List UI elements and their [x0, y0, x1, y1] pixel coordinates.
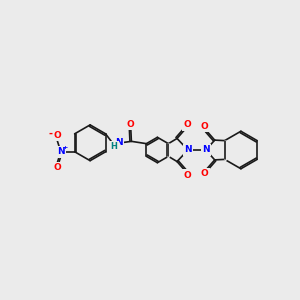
- Text: N: N: [202, 146, 210, 154]
- Text: N: N: [184, 146, 192, 154]
- Text: O: O: [184, 120, 191, 129]
- Text: O: O: [53, 164, 61, 172]
- Text: O: O: [184, 171, 191, 180]
- Text: +: +: [62, 146, 68, 151]
- Text: O: O: [53, 131, 61, 140]
- Text: N: N: [115, 138, 123, 147]
- Text: O: O: [200, 169, 208, 178]
- Text: O: O: [127, 120, 135, 129]
- Text: O: O: [200, 122, 208, 131]
- Text: N: N: [57, 147, 64, 156]
- Text: H: H: [110, 142, 117, 151]
- Text: -: -: [48, 129, 52, 139]
